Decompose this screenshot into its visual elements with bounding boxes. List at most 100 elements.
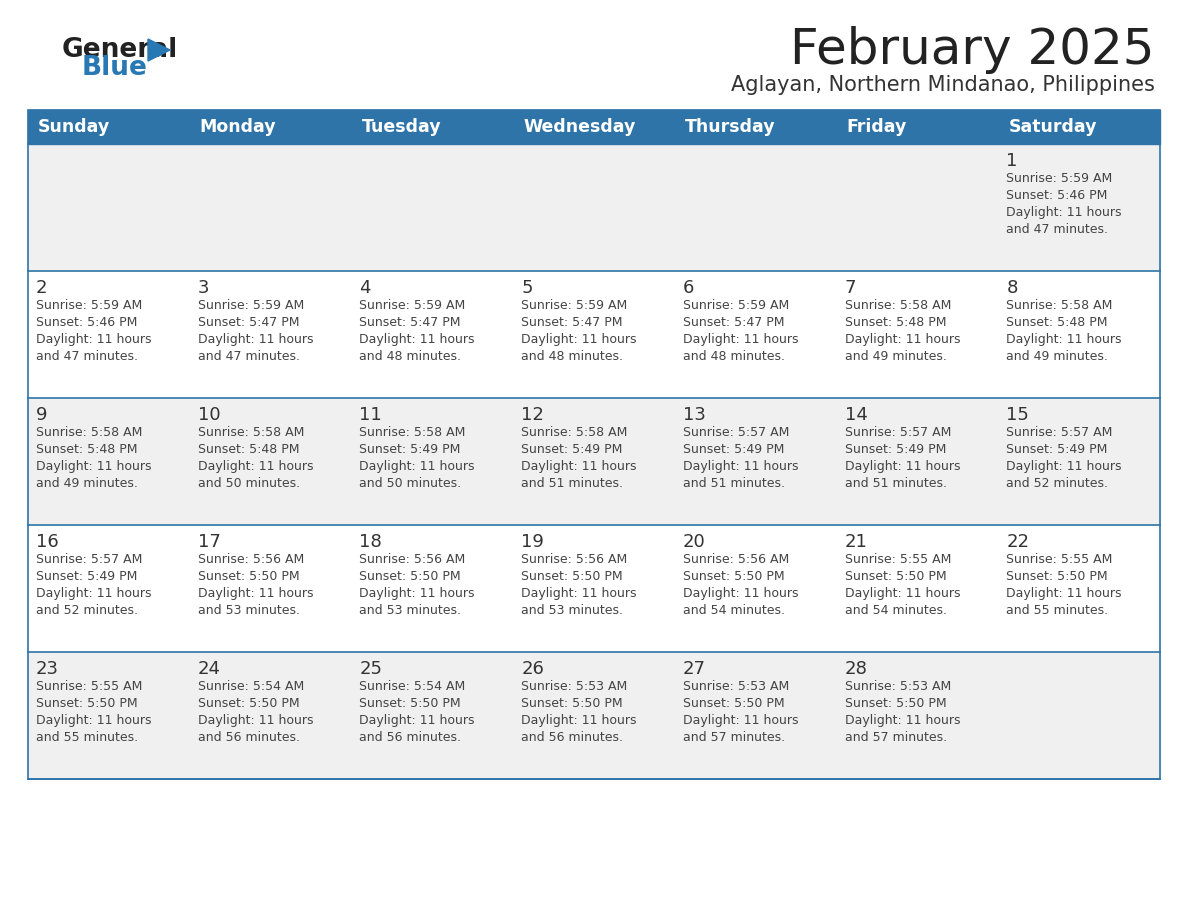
Text: 21: 21	[845, 533, 867, 551]
Text: Sunset: 5:50 PM: Sunset: 5:50 PM	[683, 570, 784, 583]
Bar	[29, 110, 1159, 144]
Text: Blue: Blue	[82, 55, 147, 81]
Text: and 53 minutes.: and 53 minutes.	[197, 604, 299, 617]
Text: Daylight: 11 hours: Daylight: 11 hours	[845, 460, 960, 473]
Text: Sunset: 5:50 PM: Sunset: 5:50 PM	[36, 697, 138, 710]
Bar	[29, 110, 1159, 779]
Text: Daylight: 11 hours: Daylight: 11 hours	[197, 333, 314, 346]
Text: Sunrise: 5:59 AM: Sunrise: 5:59 AM	[197, 299, 304, 312]
Text: Sunrise: 5:53 AM: Sunrise: 5:53 AM	[522, 680, 627, 693]
Text: Sunset: 5:50 PM: Sunset: 5:50 PM	[683, 697, 784, 710]
Text: Sunrise: 5:58 AM: Sunrise: 5:58 AM	[360, 426, 466, 439]
Text: Sunrise: 5:56 AM: Sunrise: 5:56 AM	[683, 553, 789, 566]
Text: and 57 minutes.: and 57 minutes.	[683, 731, 785, 744]
Text: Daylight: 11 hours: Daylight: 11 hours	[683, 714, 798, 727]
Text: Daylight: 11 hours: Daylight: 11 hours	[360, 460, 475, 473]
Text: 26: 26	[522, 660, 544, 678]
Text: Sunset: 5:50 PM: Sunset: 5:50 PM	[197, 697, 299, 710]
Text: and 48 minutes.: and 48 minutes.	[360, 350, 461, 363]
Text: Sunrise: 5:59 AM: Sunrise: 5:59 AM	[683, 299, 789, 312]
Bar	[29, 652, 1159, 779]
Text: Sunset: 5:49 PM: Sunset: 5:49 PM	[36, 570, 138, 583]
Bar	[29, 271, 1159, 398]
Text: Sunrise: 5:55 AM: Sunrise: 5:55 AM	[36, 680, 143, 693]
Text: 11: 11	[360, 406, 383, 424]
Text: and 57 minutes.: and 57 minutes.	[845, 731, 947, 744]
Text: Daylight: 11 hours: Daylight: 11 hours	[36, 714, 152, 727]
Text: Sunset: 5:49 PM: Sunset: 5:49 PM	[522, 443, 623, 456]
Text: 13: 13	[683, 406, 706, 424]
Text: Sunrise: 5:56 AM: Sunrise: 5:56 AM	[197, 553, 304, 566]
Text: and 53 minutes.: and 53 minutes.	[360, 604, 461, 617]
Text: and 51 minutes.: and 51 minutes.	[845, 477, 947, 490]
Text: Sunset: 5:50 PM: Sunset: 5:50 PM	[845, 570, 946, 583]
Text: Sunrise: 5:54 AM: Sunrise: 5:54 AM	[197, 680, 304, 693]
Text: 18: 18	[360, 533, 383, 551]
Text: 1: 1	[1006, 152, 1018, 170]
Text: Sunrise: 5:58 AM: Sunrise: 5:58 AM	[36, 426, 143, 439]
Text: and 49 minutes.: and 49 minutes.	[36, 477, 138, 490]
Text: Daylight: 11 hours: Daylight: 11 hours	[360, 714, 475, 727]
Text: Sunset: 5:47 PM: Sunset: 5:47 PM	[360, 316, 461, 329]
Text: and 54 minutes.: and 54 minutes.	[845, 604, 947, 617]
Text: Sunset: 5:48 PM: Sunset: 5:48 PM	[197, 443, 299, 456]
Text: Daylight: 11 hours: Daylight: 11 hours	[197, 460, 314, 473]
Text: Sunrise: 5:56 AM: Sunrise: 5:56 AM	[360, 553, 466, 566]
Text: Sunset: 5:46 PM: Sunset: 5:46 PM	[36, 316, 138, 329]
Text: Sunrise: 5:59 AM: Sunrise: 5:59 AM	[360, 299, 466, 312]
Text: 15: 15	[1006, 406, 1029, 424]
Bar	[29, 525, 1159, 652]
Text: Sunset: 5:48 PM: Sunset: 5:48 PM	[845, 316, 946, 329]
Text: and 51 minutes.: and 51 minutes.	[522, 477, 624, 490]
Text: 12: 12	[522, 406, 544, 424]
Text: Sunset: 5:50 PM: Sunset: 5:50 PM	[845, 697, 946, 710]
Text: 27: 27	[683, 660, 706, 678]
Text: Daylight: 11 hours: Daylight: 11 hours	[36, 587, 152, 600]
Text: Sunrise: 5:53 AM: Sunrise: 5:53 AM	[683, 680, 789, 693]
Text: Sunset: 5:48 PM: Sunset: 5:48 PM	[1006, 316, 1107, 329]
Text: and 48 minutes.: and 48 minutes.	[683, 350, 785, 363]
Text: Daylight: 11 hours: Daylight: 11 hours	[197, 714, 314, 727]
Text: 20: 20	[683, 533, 706, 551]
Text: 22: 22	[1006, 533, 1029, 551]
Text: Sunset: 5:46 PM: Sunset: 5:46 PM	[1006, 189, 1107, 202]
Text: Sunrise: 5:58 AM: Sunrise: 5:58 AM	[522, 426, 627, 439]
Text: 17: 17	[197, 533, 221, 551]
Text: Daylight: 11 hours: Daylight: 11 hours	[360, 587, 475, 600]
Text: and 56 minutes.: and 56 minutes.	[522, 731, 624, 744]
Text: Daylight: 11 hours: Daylight: 11 hours	[1006, 333, 1121, 346]
Text: 19: 19	[522, 533, 544, 551]
Text: Daylight: 11 hours: Daylight: 11 hours	[522, 714, 637, 727]
Text: and 52 minutes.: and 52 minutes.	[36, 604, 138, 617]
Text: Aglayan, Northern Mindanao, Philippines: Aglayan, Northern Mindanao, Philippines	[731, 75, 1155, 95]
Text: Sunrise: 5:59 AM: Sunrise: 5:59 AM	[36, 299, 143, 312]
Text: Sunset: 5:48 PM: Sunset: 5:48 PM	[36, 443, 138, 456]
Text: Daylight: 11 hours: Daylight: 11 hours	[522, 460, 637, 473]
Text: Sunrise: 5:58 AM: Sunrise: 5:58 AM	[845, 299, 950, 312]
Polygon shape	[148, 39, 170, 61]
Text: Friday: Friday	[847, 118, 906, 136]
Text: 7: 7	[845, 279, 857, 297]
Bar	[29, 144, 1159, 271]
Text: Daylight: 11 hours: Daylight: 11 hours	[360, 333, 475, 346]
Text: 8: 8	[1006, 279, 1018, 297]
Text: Daylight: 11 hours: Daylight: 11 hours	[1006, 206, 1121, 219]
Text: Wednesday: Wednesday	[523, 118, 636, 136]
Text: Sunrise: 5:57 AM: Sunrise: 5:57 AM	[845, 426, 950, 439]
Text: Sunset: 5:47 PM: Sunset: 5:47 PM	[197, 316, 299, 329]
Text: Sunrise: 5:56 AM: Sunrise: 5:56 AM	[522, 553, 627, 566]
Text: 9: 9	[36, 406, 48, 424]
Text: and 54 minutes.: and 54 minutes.	[683, 604, 785, 617]
Text: Monday: Monday	[200, 118, 277, 136]
Text: Sunrise: 5:58 AM: Sunrise: 5:58 AM	[197, 426, 304, 439]
Text: Sunrise: 5:59 AM: Sunrise: 5:59 AM	[1006, 172, 1112, 185]
Text: General: General	[62, 37, 178, 63]
Text: Daylight: 11 hours: Daylight: 11 hours	[36, 333, 152, 346]
Text: 3: 3	[197, 279, 209, 297]
Text: 14: 14	[845, 406, 867, 424]
Text: Sunset: 5:50 PM: Sunset: 5:50 PM	[197, 570, 299, 583]
Text: Sunset: 5:47 PM: Sunset: 5:47 PM	[522, 316, 623, 329]
Text: Saturday: Saturday	[1009, 118, 1097, 136]
Text: Sunset: 5:49 PM: Sunset: 5:49 PM	[360, 443, 461, 456]
Text: and 49 minutes.: and 49 minutes.	[1006, 350, 1108, 363]
